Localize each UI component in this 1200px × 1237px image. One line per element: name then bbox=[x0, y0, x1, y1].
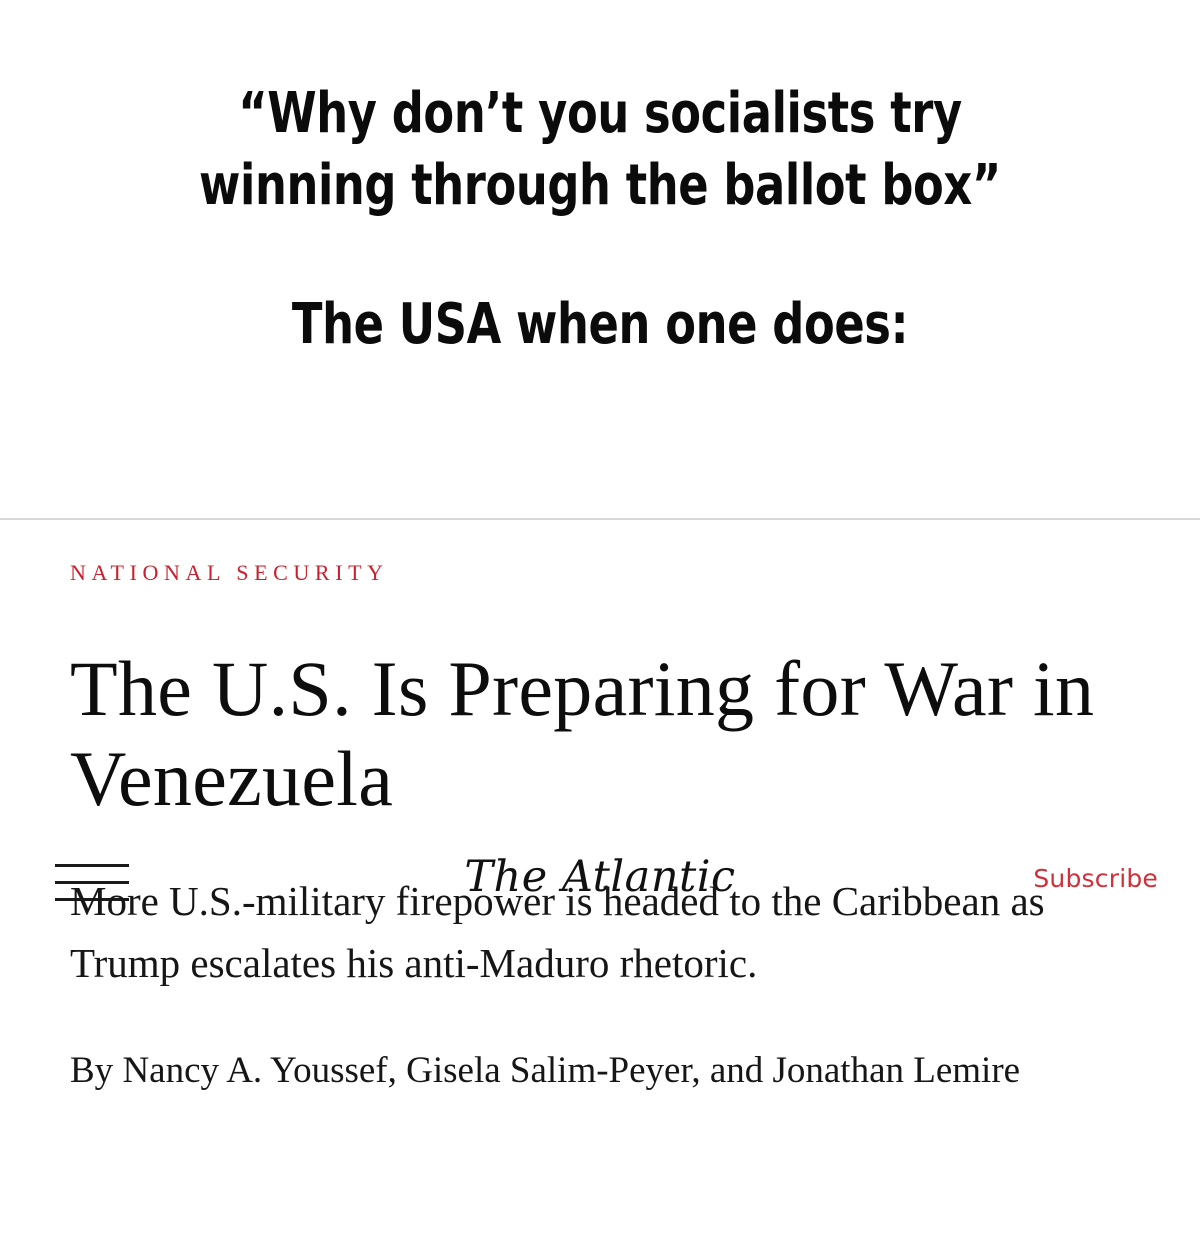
meme-punchline-line-1: The USA when one does: bbox=[291, 292, 909, 357]
meme-quote-line-1: “Why don’t you socialists try bbox=[238, 81, 962, 146]
subscribe-link[interactable]: Subscribe bbox=[1033, 864, 1158, 893]
meme-caption-quote: “Why don’t you socialists try winning th… bbox=[0, 78, 1200, 222]
byline-prefix: By bbox=[70, 1050, 123, 1091]
hamburger-bar-middle bbox=[55, 881, 129, 884]
meme-caption-punchline: The USA when one does: bbox=[0, 288, 1200, 362]
meme-quote-line-2: winning through the ballot box” bbox=[199, 153, 1001, 218]
header-divider bbox=[0, 518, 1200, 520]
article-deck: More U.S.-military firepower is headed t… bbox=[70, 878, 1045, 986]
hamburger-bar-bottom bbox=[55, 898, 129, 901]
hamburger-menu-icon[interactable] bbox=[55, 860, 129, 901]
article-category-kicker[interactable]: National Security bbox=[70, 560, 389, 585]
article-byline: By Nancy A. Youssef, Gisela Salim-Peyer,… bbox=[70, 1042, 1070, 1099]
site-header: The Atlantic Subscribe bbox=[0, 420, 1200, 902]
site-masthead-logo[interactable]: The Atlantic bbox=[464, 852, 736, 902]
article-container: National Security The U.S. Is Preparing … bbox=[70, 560, 1110, 1099]
hamburger-bar-top bbox=[55, 864, 129, 867]
article-headline: The U.S. Is Preparing for War in Venezue… bbox=[70, 645, 1095, 822]
byline-authors[interactable]: Nancy A. Youssef, Gisela Salim-Peyer, an… bbox=[122, 1050, 1021, 1091]
